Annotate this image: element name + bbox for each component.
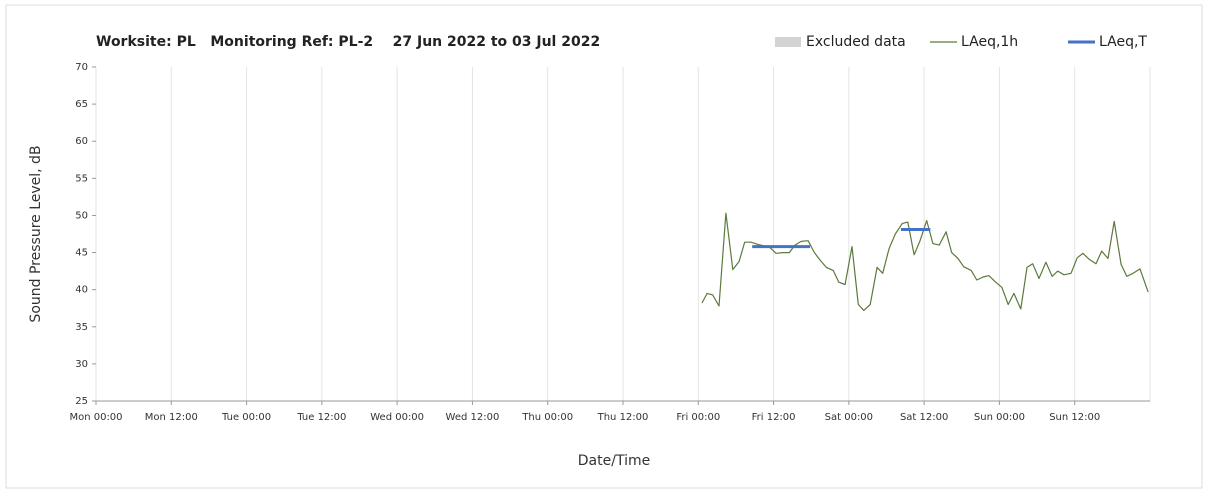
x-tick-label: Sun 12:00 — [1049, 412, 1100, 423]
y-tick-label: 45 — [75, 248, 88, 259]
x-tick-label: Mon 00:00 — [69, 412, 122, 423]
legend-swatch — [775, 37, 801, 47]
legend-label: LAeq,T — [1099, 34, 1147, 50]
y-tick-label: 35 — [75, 322, 88, 333]
y-tick-label: 25 — [75, 396, 88, 407]
x-tick-label: Thu 00:00 — [521, 412, 573, 423]
chart-title: Worksite: PL Monitoring Ref: PL-2 27 Jun… — [96, 34, 600, 50]
x-tick-label: Wed 12:00 — [446, 412, 500, 423]
x-tick-label: Fri 00:00 — [676, 412, 720, 423]
y-tick-label: 60 — [75, 136, 88, 147]
x-tick-label: Tue 00:00 — [221, 412, 271, 423]
y-tick-label: 65 — [75, 99, 88, 110]
x-tick-label: Wed 00:00 — [370, 412, 424, 423]
y-axis-label: Sound Pressure Level, dB — [28, 145, 44, 322]
y-tick-label: 40 — [75, 285, 88, 296]
y-tick-label: 70 — [75, 62, 88, 73]
x-axis-label: Date/Time — [578, 453, 650, 469]
x-tick-label: Sat 00:00 — [825, 412, 873, 423]
x-tick-label: Sun 00:00 — [974, 412, 1025, 423]
legend-label: Excluded data — [806, 34, 906, 50]
y-tick-label: 30 — [75, 359, 88, 370]
y-tick-label: 50 — [75, 210, 88, 221]
x-tick-label: Sat 12:00 — [900, 412, 948, 423]
x-tick-label: Mon 12:00 — [145, 412, 198, 423]
y-tick-label: 55 — [75, 173, 88, 184]
series-line — [752, 228, 931, 249]
x-tick-label: Tue 12:00 — [296, 412, 346, 423]
legend-label: LAeq,1h — [961, 34, 1018, 50]
x-tick-label: Fri 12:00 — [752, 412, 796, 423]
x-tick-label: Thu 12:00 — [597, 412, 649, 423]
chart-frame — [5, 4, 1203, 489]
